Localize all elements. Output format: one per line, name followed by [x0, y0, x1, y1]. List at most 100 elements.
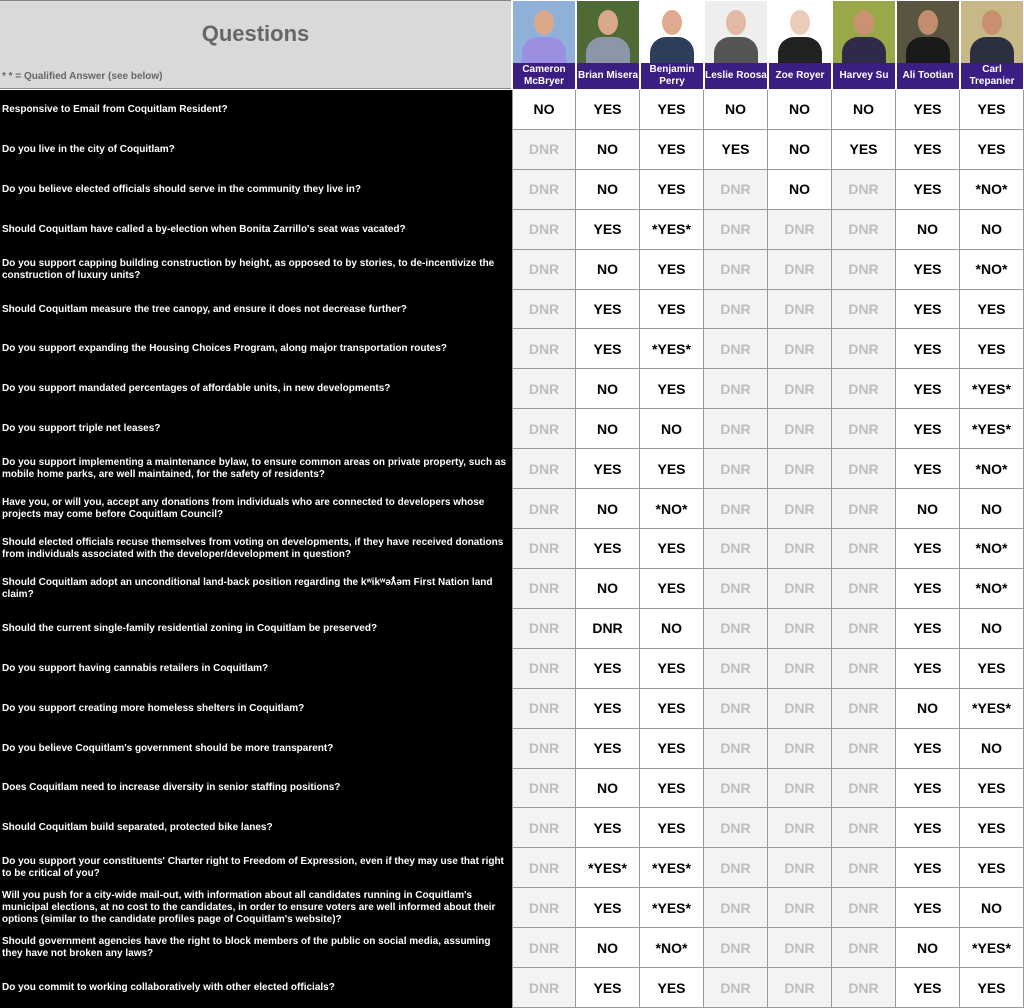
- answer-cell: *NO*: [960, 249, 1024, 290]
- answer-cell: NO: [512, 90, 576, 130]
- answer-cell: NO: [768, 129, 832, 170]
- answer-cell: DNR: [704, 928, 768, 969]
- answer-cell: DNR: [512, 409, 576, 450]
- answer-cell: YES: [640, 568, 704, 609]
- candidate-photo: [513, 1, 575, 63]
- answer-cell: YES: [640, 768, 704, 809]
- question-cell: Do you support triple net leases?: [0, 409, 512, 450]
- question-cell: Have you, or will you, accept any donati…: [0, 489, 512, 530]
- candidate-photo-body: [650, 37, 694, 63]
- answer-cell: YES: [704, 129, 768, 170]
- answer-cell: *YES*: [640, 209, 704, 250]
- question-cell: Do you believe Coquitlam's government sh…: [0, 728, 512, 769]
- answer-cell: DNR: [832, 648, 896, 689]
- question-cell: Do you live in the city of Coquitlam?: [0, 129, 512, 170]
- answer-cell: DNR: [704, 289, 768, 330]
- answer-cell: *NO*: [640, 928, 704, 969]
- answer-cell: YES: [896, 129, 960, 170]
- answer-cell: DNR: [576, 608, 640, 649]
- answer-cell: DNR: [768, 329, 832, 370]
- candidate-photo-body: [586, 37, 630, 63]
- answer-cell: DNR: [768, 369, 832, 410]
- answer-cell: DNR: [768, 209, 832, 250]
- answer-cell: NO: [896, 928, 960, 969]
- answer-cell: DNR: [832, 888, 896, 929]
- answer-cell: NO: [768, 169, 832, 210]
- answer-cell: YES: [640, 688, 704, 729]
- answer-cell: DNR: [768, 928, 832, 969]
- answer-cell: DNR: [704, 169, 768, 210]
- answer-cell: DNR: [512, 888, 576, 929]
- answer-cell: DNR: [512, 848, 576, 889]
- candidate-header: Harvey Su: [832, 0, 896, 89]
- answer-cell: NO: [576, 409, 640, 450]
- answer-cell: DNR: [832, 289, 896, 330]
- question-cell: Do you support expanding the Housing Cho…: [0, 329, 512, 370]
- answer-cell: YES: [960, 329, 1024, 370]
- question-cell: Do you believe elected officials should …: [0, 169, 512, 210]
- answer-cell: YES: [896, 289, 960, 330]
- answer-cell: YES: [640, 289, 704, 330]
- candidate-header: Ali Tootian: [896, 0, 960, 89]
- answer-cell: YES: [640, 90, 704, 130]
- candidate-header: Carl Trepanier: [960, 0, 1024, 89]
- answer-cell: YES: [640, 968, 704, 1008]
- answer-cell: YES: [640, 529, 704, 569]
- answer-cell: DNR: [704, 449, 768, 490]
- candidate-name: Brian Misera: [577, 63, 639, 89]
- answer-cell: DNR: [832, 529, 896, 569]
- answer-cell: DNR: [704, 489, 768, 530]
- answer-cell: DNR: [512, 648, 576, 689]
- candidate-header: Leslie Roosa: [704, 0, 768, 89]
- answer-cell: DNR: [832, 608, 896, 649]
- answer-cell: DNR: [768, 848, 832, 889]
- answer-cell: DNR: [512, 608, 576, 649]
- answer-cell: DNR: [832, 329, 896, 370]
- answer-cell: NO: [576, 369, 640, 410]
- question-cell: Do you support implementing a maintenanc…: [0, 449, 512, 490]
- candidate-header: Brian Misera: [576, 0, 640, 89]
- answer-cell: DNR: [768, 249, 832, 290]
- answer-cell: YES: [640, 169, 704, 210]
- answer-cell: DNR: [704, 529, 768, 569]
- answer-cell: DNR: [832, 409, 896, 450]
- answer-cell: YES: [576, 449, 640, 490]
- answer-cell: DNR: [704, 968, 768, 1008]
- answer-cell: NO: [576, 129, 640, 170]
- answer-cell: YES: [896, 888, 960, 929]
- question-cell: Do you support creating more homeless sh…: [0, 688, 512, 729]
- answer-cell: DNR: [832, 928, 896, 969]
- answer-cell: YES: [896, 249, 960, 290]
- candidate-photo-body: [906, 37, 950, 63]
- answer-cell: YES: [576, 529, 640, 569]
- candidate-photo: [897, 1, 959, 63]
- answer-cell: *YES*: [576, 848, 640, 889]
- answer-cell: NO: [768, 90, 832, 130]
- answer-cell: DNR: [512, 728, 576, 769]
- answer-cell: DNR: [512, 568, 576, 609]
- answer-cell: YES: [640, 808, 704, 849]
- answer-cell: YES: [896, 329, 960, 370]
- answer-cell: DNR: [832, 369, 896, 410]
- answer-cell: YES: [960, 289, 1024, 330]
- answer-cell: NO: [576, 768, 640, 809]
- answer-cell: DNR: [512, 369, 576, 410]
- answer-cell: DNR: [768, 968, 832, 1008]
- answer-cell: DNR: [832, 249, 896, 290]
- question-cell: Do you support mandated percentages of a…: [0, 369, 512, 410]
- answer-cell: DNR: [512, 928, 576, 969]
- answer-cell: NO: [960, 888, 1024, 929]
- answer-cell: DNR: [768, 409, 832, 450]
- candidate-photo-head: [598, 10, 618, 35]
- answer-cell: DNR: [832, 568, 896, 609]
- answer-cell: YES: [640, 249, 704, 290]
- candidate-photo-body: [714, 37, 758, 63]
- answer-cell: NO: [960, 489, 1024, 530]
- candidate-photo-head: [534, 10, 554, 35]
- answer-cell: YES: [576, 329, 640, 370]
- candidate-photo-body: [970, 37, 1014, 63]
- answer-cell: DNR: [832, 169, 896, 210]
- answer-cell: *YES*: [640, 888, 704, 929]
- answer-cell: DNR: [512, 968, 576, 1008]
- candidate-photo-body: [522, 37, 566, 63]
